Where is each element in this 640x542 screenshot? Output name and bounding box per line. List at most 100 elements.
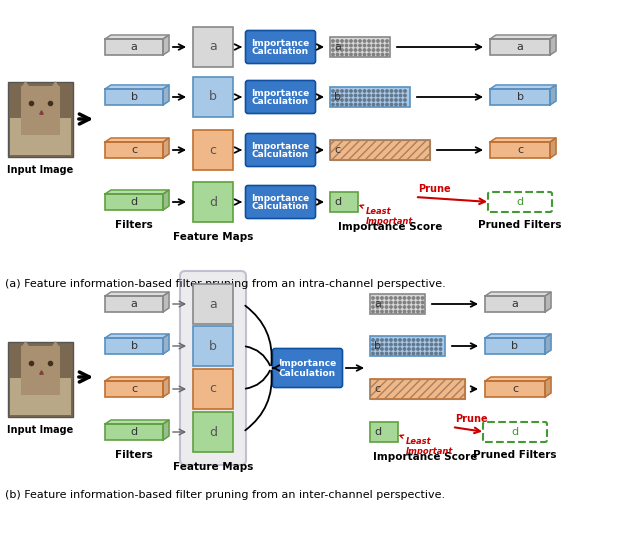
Circle shape [403,297,406,299]
Polygon shape [22,342,29,347]
Polygon shape [163,35,169,55]
Circle shape [359,90,361,92]
Circle shape [372,311,374,313]
Circle shape [377,90,379,92]
Circle shape [350,99,352,101]
Circle shape [364,49,365,51]
Text: c: c [209,383,216,396]
Polygon shape [490,35,556,39]
Circle shape [403,352,406,354]
Circle shape [359,104,361,106]
Polygon shape [545,334,551,354]
Circle shape [377,40,379,42]
Circle shape [372,99,374,101]
Circle shape [417,311,419,313]
Circle shape [381,49,384,51]
Circle shape [377,99,379,101]
Circle shape [364,94,365,96]
Circle shape [408,306,410,308]
Polygon shape [163,334,169,354]
Circle shape [336,104,339,106]
Text: Calculation: Calculation [279,369,336,378]
Circle shape [332,40,334,42]
Circle shape [386,49,388,51]
FancyBboxPatch shape [246,81,316,113]
Text: d: d [131,197,138,207]
Bar [193,27,233,67]
Circle shape [377,44,379,47]
Circle shape [421,348,424,350]
Polygon shape [545,377,551,397]
Circle shape [364,40,365,42]
Text: d: d [511,427,518,437]
Text: d: d [374,427,381,437]
FancyBboxPatch shape [246,30,316,63]
Bar [8,82,73,157]
Circle shape [435,352,437,354]
Circle shape [372,49,374,51]
Circle shape [399,306,401,308]
Circle shape [376,352,379,354]
Text: Feature Maps: Feature Maps [173,462,253,472]
Circle shape [372,306,374,308]
Circle shape [395,104,397,106]
Bar [105,424,163,440]
Bar [105,338,163,354]
Bar [370,422,398,442]
Circle shape [336,94,339,96]
Circle shape [381,297,383,299]
Circle shape [412,301,415,304]
Circle shape [404,104,406,106]
Bar [330,140,430,160]
Circle shape [350,90,352,92]
Circle shape [408,297,410,299]
Bar [10,377,71,415]
Bar [485,296,545,312]
Polygon shape [105,292,169,296]
Circle shape [376,311,379,313]
Circle shape [332,49,334,51]
Circle shape [421,297,424,299]
Circle shape [368,44,370,47]
Circle shape [385,352,388,354]
Text: b: b [334,92,341,102]
Circle shape [412,348,415,350]
Circle shape [359,53,361,56]
Circle shape [377,49,379,51]
Bar [105,381,163,397]
Bar [21,86,60,134]
Circle shape [399,352,401,354]
Circle shape [412,306,415,308]
Polygon shape [163,85,169,105]
Circle shape [385,297,388,299]
Circle shape [421,339,424,341]
Circle shape [355,90,356,92]
Circle shape [394,301,397,304]
Circle shape [399,297,401,299]
Text: Prune: Prune [455,414,488,424]
Polygon shape [163,377,169,397]
Polygon shape [485,334,551,338]
Circle shape [390,352,392,354]
Bar [485,338,545,354]
Circle shape [390,306,392,308]
Text: b: b [511,341,518,351]
Circle shape [355,53,356,56]
Bar [10,118,71,155]
Circle shape [412,311,415,313]
Circle shape [421,352,424,354]
Circle shape [336,40,339,42]
Circle shape [346,49,348,51]
Circle shape [394,343,397,346]
Circle shape [394,352,397,354]
Polygon shape [163,138,169,158]
Circle shape [341,53,343,56]
Circle shape [394,297,397,299]
Circle shape [394,306,397,308]
Circle shape [346,90,348,92]
Circle shape [376,306,379,308]
Circle shape [386,44,388,47]
Circle shape [381,44,384,47]
Polygon shape [52,82,59,87]
Circle shape [372,53,374,56]
